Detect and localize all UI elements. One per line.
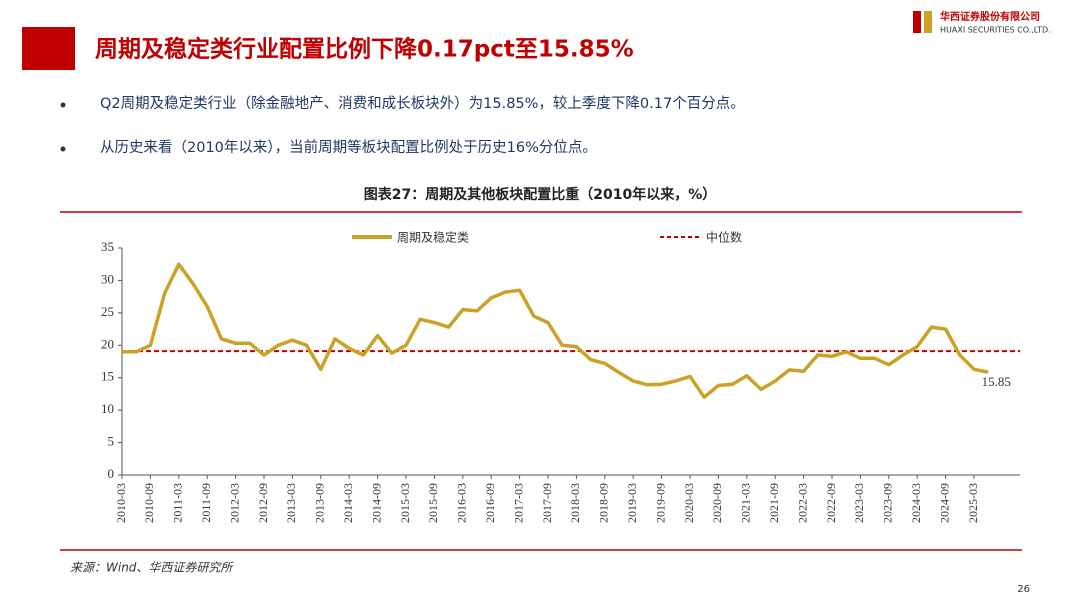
- x-tick-label: 2020-09: [710, 483, 724, 523]
- logo-mark: [924, 11, 932, 33]
- x-tick-label: 2015-09: [426, 483, 440, 523]
- y-tick-label: 25: [101, 304, 114, 319]
- slide-title: 周期及稳定类行业配置比例下降0.17pct至15.85%: [95, 36, 634, 63]
- x-tick-label: 2024-09: [937, 483, 951, 523]
- x-tick-label: 2023-09: [881, 483, 895, 523]
- end-label: 15.85: [982, 374, 1011, 389]
- y-tick-label: 0: [108, 466, 115, 481]
- legend-label: 中位数: [706, 230, 742, 245]
- x-tick-label: 2019-03: [625, 483, 639, 523]
- x-tick-label: 2012-03: [227, 483, 241, 523]
- x-tick-label: 2012-09: [256, 483, 270, 523]
- x-tick-label: 2016-03: [455, 483, 469, 523]
- x-tick-label: 2011-03: [171, 483, 185, 523]
- x-tick-label: 2010-03: [114, 483, 128, 523]
- x-tick-label: 2021-09: [767, 483, 781, 523]
- title-block: [22, 27, 75, 70]
- x-tick-label: 2025-03: [966, 483, 980, 523]
- bullet-dot: [60, 146, 66, 152]
- x-tick-label: 2014-09: [369, 483, 383, 523]
- x-tick-label: 2020-03: [682, 483, 696, 523]
- x-tick-label: 2016-09: [483, 483, 497, 523]
- bullet: Q2周期及稳定类行业（除金融地产、消费和成长板块外）为15.85%，较上季度下降…: [100, 94, 745, 112]
- x-tick-label: 2018-03: [568, 483, 582, 523]
- x-tick-label: 2011-09: [199, 483, 213, 523]
- x-tick-label: 2017-09: [540, 483, 554, 523]
- x-tick-label: 2023-03: [852, 483, 866, 523]
- x-tick-label: 2015-03: [398, 483, 412, 523]
- x-tick-label: 2022-03: [795, 483, 809, 523]
- x-tick-label: 2018-09: [597, 483, 611, 523]
- y-tick-label: 15: [101, 369, 114, 384]
- bullet: 从历史来看（2010年以来），当前周期等板块配置比例处于历史16%分位点。: [100, 138, 597, 156]
- x-tick-label: 2021-03: [739, 483, 753, 523]
- logo-mark: [913, 11, 921, 33]
- y-tick-label: 20: [101, 336, 114, 351]
- x-tick-label: 2024-03: [909, 483, 923, 523]
- logo-cn: 华西证券股份有限公司: [940, 10, 1040, 23]
- y-tick-label: 5: [108, 434, 115, 449]
- source: 来源：Wind、华西证券研究所: [70, 561, 234, 575]
- x-tick-label: 2019-09: [653, 483, 667, 523]
- page-number: 26: [1017, 584, 1030, 595]
- x-tick-label: 2022-09: [824, 483, 838, 523]
- bullet-dot: [60, 102, 66, 108]
- x-tick-label: 2010-09: [142, 483, 156, 523]
- x-tick-label: 2014-03: [341, 483, 355, 523]
- y-tick-label: 10: [101, 401, 114, 416]
- y-tick-label: 30: [101, 271, 114, 286]
- logo-en: HUAXI SECURITIES CO.,LTD.: [940, 26, 1051, 35]
- series-line: [122, 262, 989, 399]
- legend-label: 周期及稳定类: [397, 230, 469, 245]
- x-tick-label: 2013-09: [313, 483, 327, 523]
- chart-title: 图表27：周期及其他板块配置比重（2010年以来，%）: [364, 186, 716, 203]
- x-tick-label: 2017-03: [511, 483, 525, 523]
- y-tick-label: 35: [101, 239, 114, 254]
- x-tick-label: 2013-03: [284, 483, 298, 523]
